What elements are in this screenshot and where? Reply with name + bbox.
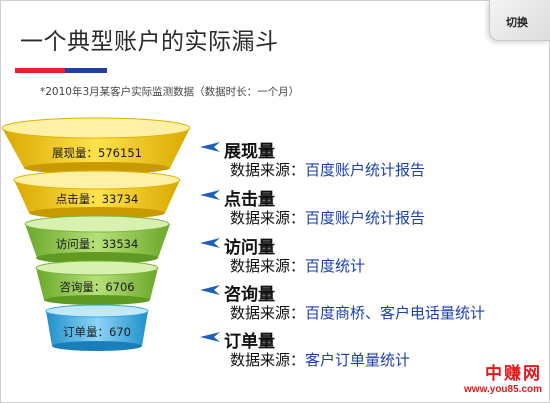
metric-title: 咨询量 bbox=[224, 285, 275, 305]
funnel-layer-1 bbox=[1, 117, 191, 174]
funnel-layer-3 bbox=[24, 215, 170, 264]
funnel-label-visits: 访问量：33534 bbox=[55, 237, 139, 251]
metric-source: 数据来源：百度统计 bbox=[230, 257, 366, 275]
metric-title: 点击量 bbox=[224, 190, 275, 210]
arrow-icon bbox=[200, 238, 220, 248]
metric-source: 数据来源：百度账户统计报告 bbox=[230, 161, 426, 179]
page-title: 一个典型账户的实际漏斗 bbox=[20, 29, 279, 55]
metric-title: 展现量 bbox=[224, 142, 275, 162]
title-accent-red bbox=[15, 68, 65, 73]
site-watermark: 中赚网 www.you85.com bbox=[464, 359, 542, 395]
funnel-layer-4 bbox=[35, 260, 159, 305]
metric-source: 数据来源：百度账户统计报告 bbox=[230, 209, 426, 227]
arrow-icon bbox=[200, 285, 220, 295]
metric-title: 订单量 bbox=[224, 332, 275, 352]
switch-label: 切换 bbox=[506, 16, 528, 29]
watermark-url: www.you85.com bbox=[464, 384, 542, 395]
funnel-label-inquiries: 咨询量：6706 bbox=[59, 280, 135, 294]
watermark-name: 中赚网 bbox=[485, 364, 542, 384]
funnel-label-impressions: 展现量：576151 bbox=[52, 146, 142, 160]
funnel-layer-2 bbox=[13, 170, 181, 219]
data-note: *2010年3月某客户实际监测数据（数据时长：一个月） bbox=[40, 86, 300, 98]
metric-source: 数据来源：客户订单量统计 bbox=[230, 351, 411, 369]
arrow-icon bbox=[200, 332, 220, 342]
title-accent-blue bbox=[65, 68, 107, 73]
funnel-label-clicks: 点击量：33734 bbox=[55, 192, 139, 206]
funnel-label-orders: 订单量：670 bbox=[63, 325, 131, 339]
arrow-icon bbox=[200, 142, 220, 152]
switch-button[interactable]: 切换 bbox=[489, 0, 550, 41]
arrow-icon bbox=[200, 190, 220, 200]
funnel-layer-5 bbox=[45, 304, 149, 351]
metric-source: 数据来源：百度商桥、客户电话量统计 bbox=[230, 304, 486, 322]
metric-title: 访问量 bbox=[224, 238, 275, 258]
